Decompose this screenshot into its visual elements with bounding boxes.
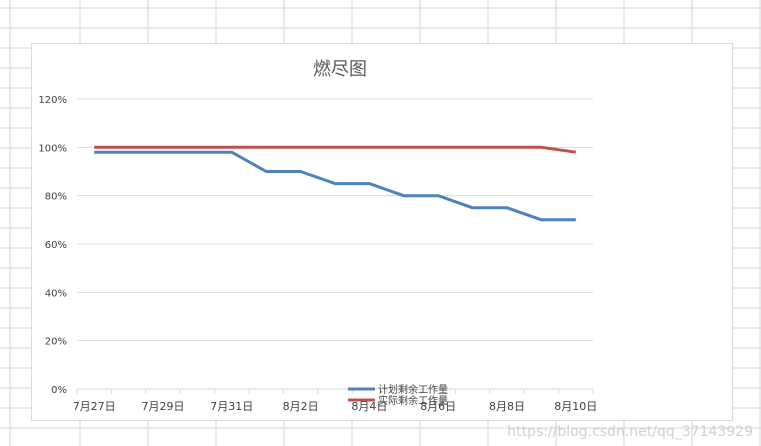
x-tick-label: 7月27日 [73,400,116,413]
y-tick-label: 120% [38,95,67,106]
y-tick-label: 20% [45,337,67,348]
y-tick-label: 0% [51,385,67,396]
y-tick-label: 40% [45,288,67,299]
chart-title: 燃尽图 [313,59,367,80]
legend-label-1: 计划剩余工作量 [378,383,448,396]
burndown-chart: 燃尽图 0% 20% 40% 60% 80% 100% 120% 7月27日 7月29日 7月31日… [38,59,597,413]
watermark: https://blog.csdn.net/qq_37143929 [507,424,753,440]
y-tick-label: 80% [45,192,67,203]
x-tick-label: 8月4日 [351,400,387,413]
series-line-1 [94,150,576,222]
x-tick-label: 7月29日 [142,400,185,413]
x-tick-label: 7月31日 [210,400,253,413]
series-line-2 [94,145,577,154]
x-tick-label: 8月2日 [283,400,319,413]
chart-panel[interactable]: 燃尽图 0% 20% 40% 60% 80% 100% 120% 7月27日 7月29日 7月31日… [31,43,733,421]
y-tick-label: 60% [45,240,67,251]
x-tick-label: 8月6日 [420,400,456,413]
y-tick-label: 100% [38,143,67,154]
x-tick-label: 8月8日 [489,400,525,413]
x-tick-label: 8月10日 [554,400,597,413]
legend-label-2: 实际剩余工作量 [378,394,448,407]
